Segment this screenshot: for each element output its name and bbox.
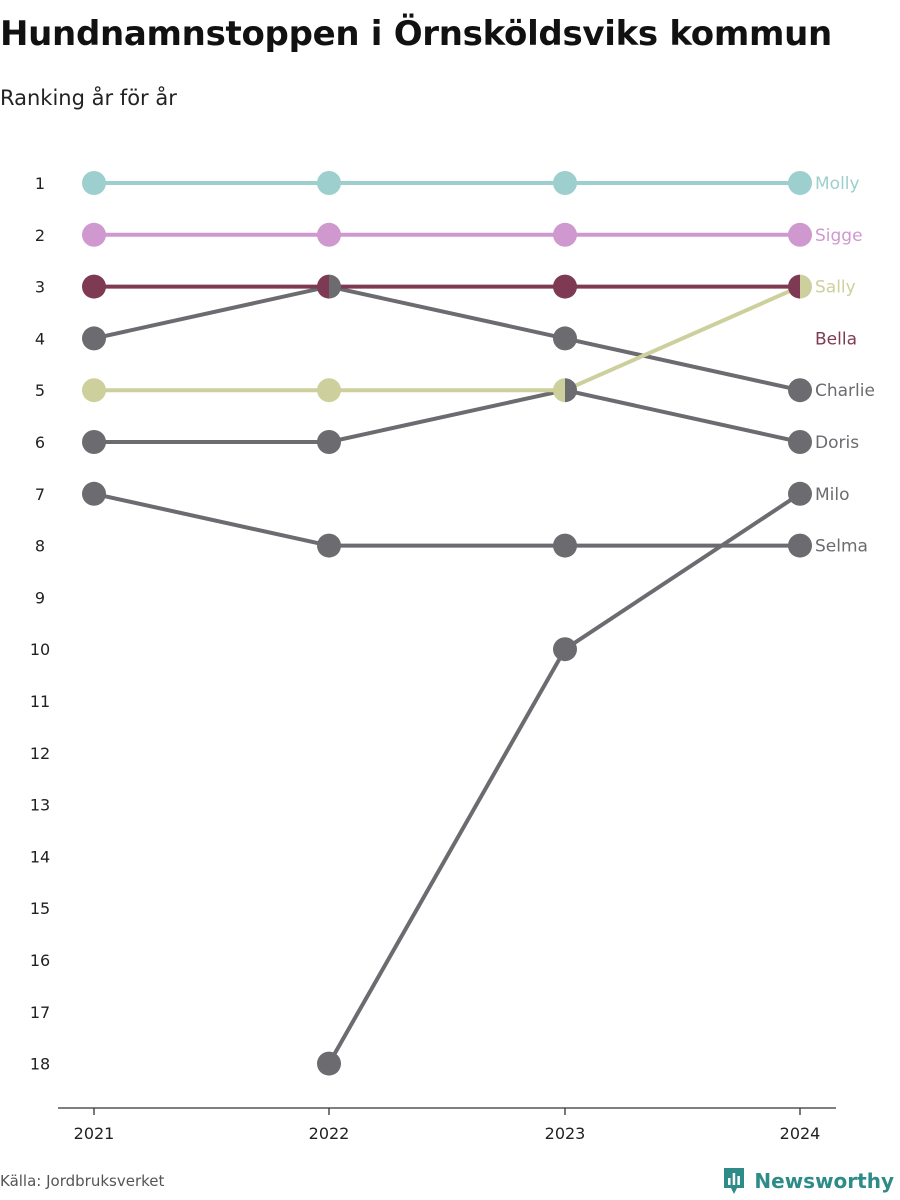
brand-name: Newsworthy <box>754 1169 894 1193</box>
y-tick-label: 16 <box>30 951 50 970</box>
point-doris <box>82 430 106 454</box>
series-points <box>82 171 813 1076</box>
point-bella <box>788 274 800 299</box>
y-tick-label: 6 <box>35 433 45 452</box>
x-tick-label: 2022 <box>309 1124 350 1143</box>
end-label-sally: Sally <box>815 278 856 298</box>
point-sally <box>800 274 813 299</box>
end-label-milo: Milo <box>815 485 850 505</box>
series-line-charlie <box>92 284 802 393</box>
y-tick-label: 1 <box>35 174 45 193</box>
point-bella <box>82 274 106 299</box>
point-sally <box>553 378 565 403</box>
end-label-molly: Molly <box>815 174 860 194</box>
y-tick-label: 9 <box>35 588 45 607</box>
x-axis: 2021 2022 2023 2024 <box>58 1107 836 1143</box>
series-line-milo <box>327 491 802 1066</box>
point-milo <box>788 481 812 506</box>
end-label-doris: Doris <box>815 433 859 453</box>
end-label-sigge: Sigge <box>815 226 863 246</box>
point-charlie <box>788 378 812 403</box>
point-sally <box>317 378 341 403</box>
end-label-bella: Bella <box>815 329 857 349</box>
series-end-labels: Molly Sigge Sally Bella Charlie Doris Milo Selm… <box>815 174 875 557</box>
point-selma <box>788 533 812 558</box>
y-tick-label: 11 <box>30 692 50 711</box>
y-tick-label: 13 <box>30 796 50 815</box>
y-tick-label: 7 <box>35 485 45 504</box>
point-charlie <box>82 326 106 351</box>
point-molly <box>317 171 341 195</box>
point-selma <box>317 533 341 558</box>
y-tick-label: 10 <box>30 640 50 659</box>
point-charlie <box>553 326 577 351</box>
point-sigge <box>317 222 341 247</box>
y-tick-label: 17 <box>30 1003 50 1022</box>
y-tick-label: 5 <box>35 381 45 400</box>
series-lines <box>92 181 802 1066</box>
point-bella <box>317 274 329 299</box>
point-charlie <box>329 274 341 299</box>
y-tick-label: 18 <box>30 1055 50 1074</box>
end-label-charlie: Charlie <box>815 381 875 401</box>
point-milo <box>553 637 577 662</box>
y-tick-label: 12 <box>30 744 50 763</box>
y-tick-label: 4 <box>35 329 45 348</box>
series-line-doris <box>92 388 802 444</box>
point-sigge <box>788 222 812 247</box>
series-line-selma <box>92 491 802 548</box>
end-label-selma: Selma <box>815 537 868 557</box>
point-doris <box>317 430 341 454</box>
point-doris <box>788 430 812 454</box>
point-sigge <box>553 222 577 247</box>
y-tick-label: 3 <box>35 278 45 297</box>
point-selma <box>82 481 106 506</box>
newsworthy-icon <box>724 1168 745 1194</box>
point-molly <box>553 171 577 195</box>
chart-title: Hundnamnstoppen i Örnsköldsviks kommun <box>0 14 832 54</box>
point-sally <box>82 378 106 403</box>
x-tick-label: 2023 <box>545 1124 586 1143</box>
point-molly <box>788 171 812 195</box>
point-doris <box>565 378 577 403</box>
x-tick-label: 2024 <box>780 1124 821 1143</box>
chart-subtitle: Ranking år för år <box>0 86 177 110</box>
point-selma <box>553 533 577 558</box>
y-tick-label: 8 <box>35 537 45 556</box>
point-milo <box>317 1051 341 1076</box>
y-tick-label: 2 <box>35 226 45 245</box>
x-tick-label: 2021 <box>74 1124 115 1143</box>
source-note: Källa: Jordbruksverket <box>0 1172 165 1190</box>
point-molly <box>82 171 106 195</box>
point-sigge <box>82 222 106 247</box>
y-tick-label: 15 <box>30 899 50 918</box>
brand-logo[interactable]: Newsworthy <box>722 1166 894 1196</box>
y-tick-label: 14 <box>30 847 50 866</box>
point-bella <box>553 274 577 299</box>
series-line-sally <box>92 284 802 393</box>
